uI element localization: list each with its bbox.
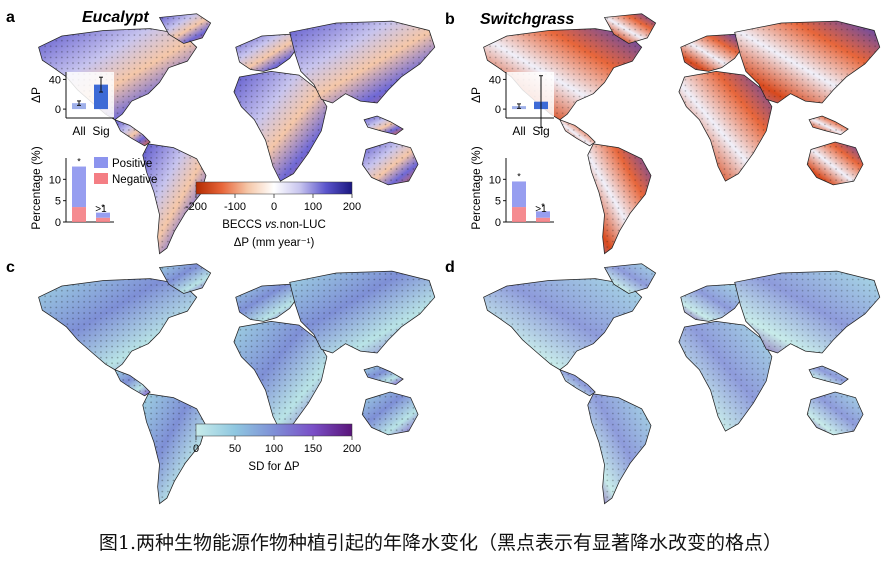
inset-bg	[506, 72, 554, 118]
panel-letter-c: c	[6, 259, 15, 276]
colorbar-tick-label: 100	[265, 443, 283, 455]
colorbar-tick-label: -200	[185, 201, 207, 213]
pct-ytick-label: 0	[495, 217, 501, 229]
colorbar-tick-label: 50	[229, 443, 241, 455]
pct-bar-negative	[96, 217, 110, 222]
pct-bin-label: >1	[95, 204, 107, 215]
colorbar-tick-label: 0	[193, 443, 199, 455]
figure: a Eucalypt b Switchgrass c d 0 40 ΔP All Sig…	[6, 9, 881, 505]
delta-colorbar-label: BECCS vs.non-LUC	[222, 219, 326, 231]
panel-letter-b: b	[445, 11, 455, 28]
pct-ytick-label: 0	[55, 217, 61, 229]
pct-ytick-label: 5	[55, 196, 61, 208]
legend-positive-label: Positive	[112, 158, 152, 170]
delta-xtick-label: All	[72, 124, 85, 138]
pct-y-label: Percentage (%)	[29, 146, 43, 229]
sd-colorbar-label: SD for ΔP	[248, 461, 299, 473]
pct-bar-negative	[512, 207, 526, 222]
pct-sig-marker: *	[541, 201, 545, 211]
delta-colorbar-ramp	[195, 181, 353, 195]
legend-positive-swatch	[94, 157, 108, 168]
delta-xtick-label: Sig	[532, 124, 549, 138]
pct-bar-positive	[536, 211, 550, 218]
pct-sig-marker: *	[101, 203, 105, 213]
colorbar-tick-label: 200	[343, 443, 361, 455]
pct-ytick-label: 10	[489, 174, 501, 186]
pct-bin-label: >1	[535, 204, 547, 215]
delta-xtick-label: Sig	[92, 124, 109, 138]
delta-colorbar: -200 -100 0 100 200 BECCS vs.non-LUC ΔP (mm …	[185, 181, 361, 249]
pct-bar-negative	[72, 207, 86, 222]
panel-letter-d: d	[445, 259, 455, 276]
legend-negative-swatch	[94, 173, 108, 184]
colorbar-tick-label: 100	[304, 201, 322, 213]
map-c	[38, 263, 436, 505]
delta-bar	[72, 103, 86, 110]
colorbar-tick-label: 0	[271, 201, 277, 213]
panel-title-b: Switchgrass	[480, 11, 574, 28]
pct-y-label: Percentage (%)	[469, 146, 483, 229]
colorbar-tick-label: -100	[224, 201, 246, 213]
pct-bar-negative	[536, 217, 550, 222]
legend-negative-label: Negative	[112, 174, 157, 186]
pct-bar-positive	[512, 181, 526, 208]
sd-colorbar-ramp	[195, 423, 353, 437]
delta-y-label: ΔP	[29, 87, 43, 103]
pct-sig-marker: *	[77, 157, 81, 167]
panel-title-a: Eucalypt	[82, 9, 149, 26]
delta-bar	[94, 84, 108, 110]
pct-ytick-label: 5	[495, 196, 501, 208]
delta-ytick-label: 0	[55, 104, 61, 116]
pct-bar-positive	[96, 212, 110, 218]
colorbar-tick-label: 150	[304, 443, 322, 455]
pct-bar-positive	[72, 166, 86, 208]
figure-caption: 图1.两种生物能源作物种植引起的年降水变化（黑点表示有显著降水改变的格点）	[98, 532, 783, 554]
delta-ytick-label: 40	[489, 74, 501, 86]
map-d	[483, 263, 881, 505]
colorbar-tick-label: 200	[343, 201, 361, 213]
delta-y-label: ΔP	[469, 87, 483, 103]
delta-ytick-label: 0	[495, 104, 501, 116]
pct-sig-marker: *	[517, 171, 521, 181]
sd-colorbar: 0 50 100 150 200 SD for ΔP	[193, 423, 361, 473]
panel-letter-a: a	[6, 9, 15, 26]
delta-ytick-label: 40	[49, 74, 61, 86]
pct-ytick-label: 10	[49, 174, 61, 186]
delta-xtick-label: All	[512, 124, 525, 138]
delta-colorbar-unit: ΔP (mm year⁻¹)	[234, 237, 315, 249]
